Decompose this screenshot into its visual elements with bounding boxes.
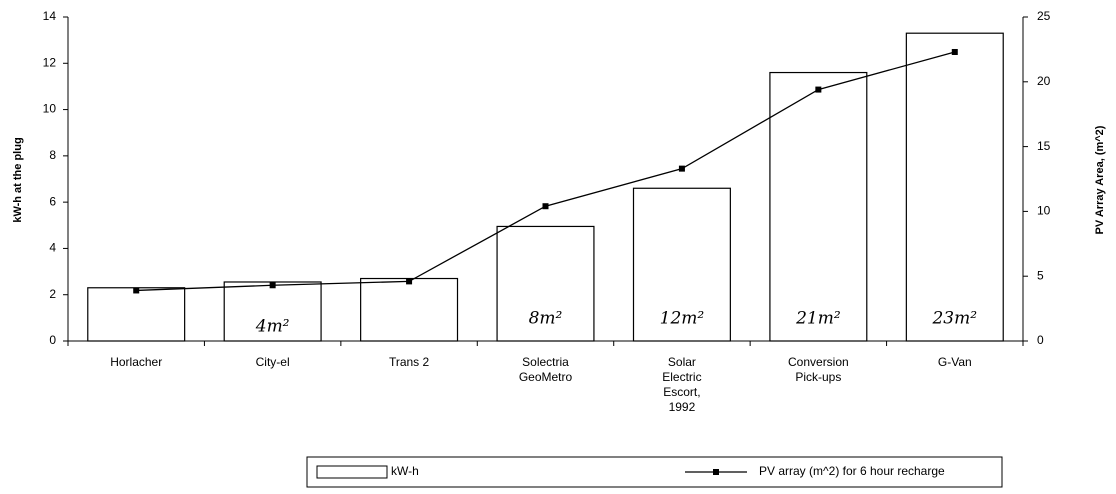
x-tick-label-line: Electric — [662, 370, 701, 384]
bar — [632, 187, 731, 342]
bar — [769, 71, 868, 342]
x-tick-label: Solectria GeoMetro — [519, 355, 573, 384]
x-tick-label: G-Van — [938, 355, 972, 369]
bar — [905, 32, 1004, 342]
bar — [223, 281, 322, 342]
x-tick-label-line: 1992 — [669, 400, 696, 414]
x-tick-label-line: Pick-ups — [795, 370, 841, 384]
y-tick-label: 14 — [43, 9, 57, 23]
y-axis-label: kW-h at the plug — [12, 137, 24, 222]
y-tick-label: 10 — [43, 102, 57, 116]
annotation: 8m² — [529, 309, 563, 329]
y-tick-label: 8 — [49, 148, 56, 162]
y-tick-label: 6 — [49, 194, 56, 208]
legend-label: PV array (m^2) for 6 hour recharge — [759, 464, 945, 478]
x-tick-label-line: Trans 2 — [389, 355, 430, 369]
marker — [542, 203, 549, 210]
marker — [269, 282, 276, 289]
x-tick-label-line: Horlacher — [110, 355, 162, 369]
y-tick-label: 2 — [49, 287, 56, 301]
y-tick-label: 4 — [49, 241, 56, 255]
y2-tick-label: 5 — [1037, 268, 1044, 282]
annotation: 21m² — [795, 309, 841, 329]
marker — [678, 165, 685, 172]
annotation: 4m² — [255, 316, 290, 336]
marker — [133, 287, 140, 294]
bar — [360, 277, 459, 342]
y2-tick-label: 15 — [1037, 139, 1051, 153]
marker — [406, 278, 413, 285]
bar — [496, 225, 595, 342]
legend-box — [306, 456, 1003, 488]
bar — [87, 287, 186, 342]
legend-swatch — [316, 465, 388, 479]
x-tick-label: City-el — [256, 355, 290, 369]
legend-marker — [713, 469, 719, 475]
annotation: 12m² — [660, 309, 705, 329]
x-tick-label-line: GeoMetro — [519, 370, 573, 384]
x-tick-label: Solar Electric Escort, 1992 — [662, 355, 701, 414]
y-tick-label: 0 — [49, 333, 56, 347]
x-tick-label-line: Escort, — [663, 385, 700, 399]
x-tick-label: Horlacher — [110, 355, 162, 369]
x-tick-label-line: Solectria — [522, 355, 569, 369]
x-tick-label: Trans 2 — [389, 355, 430, 369]
x-tick-label-line: City-el — [256, 355, 290, 369]
y2-tick-label: 0 — [1037, 333, 1044, 347]
x-tick-label-line: Conversion — [788, 355, 849, 369]
annotation: 23m² — [931, 309, 977, 329]
marker — [815, 86, 822, 93]
x-tick-label: Conversion Pick-ups — [788, 355, 849, 384]
marker — [951, 48, 958, 55]
y2-axis-label: PV Array Area, (m^2) — [1094, 125, 1106, 234]
legend-label: kW-h — [391, 464, 419, 478]
x-tick-label-line: Solar — [668, 355, 696, 369]
y2-tick-label: 25 — [1037, 9, 1051, 23]
y-tick-label: 12 — [43, 55, 57, 69]
x-tick-label-line: G-Van — [938, 355, 972, 369]
y2-tick-label: 10 — [1037, 204, 1051, 218]
y2-tick-label: 20 — [1037, 74, 1051, 88]
